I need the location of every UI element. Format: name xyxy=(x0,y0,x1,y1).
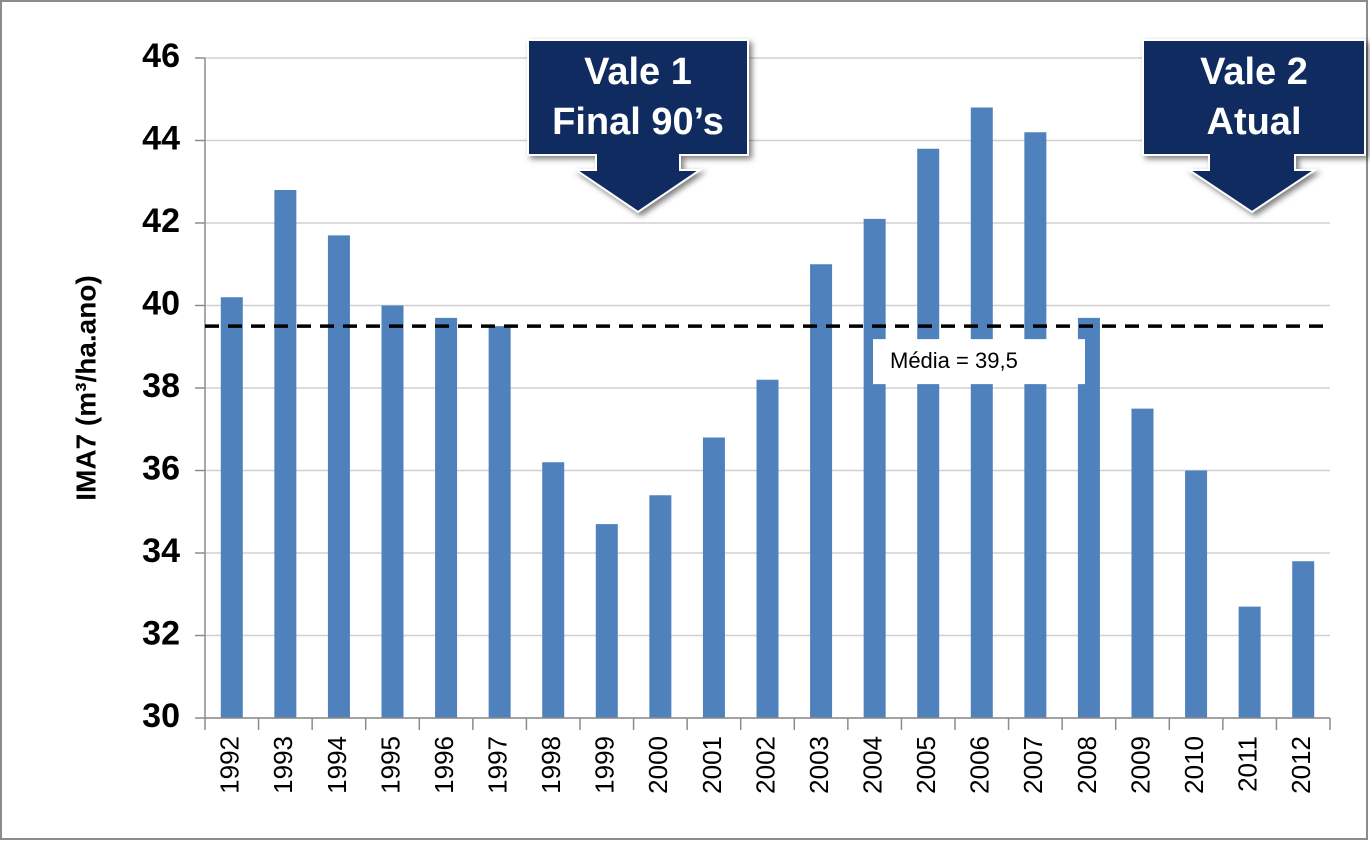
x-tick-label: 2001 xyxy=(697,736,727,794)
bar xyxy=(1131,408,1154,718)
bar xyxy=(1292,561,1315,718)
x-tick-label: 1999 xyxy=(590,736,620,794)
bar xyxy=(1185,470,1208,718)
x-tick-label: 2005 xyxy=(911,736,941,794)
bar xyxy=(917,148,940,718)
y-tick-label: 40 xyxy=(142,284,180,322)
bar xyxy=(1077,317,1100,718)
bar xyxy=(274,190,297,718)
callout-text: Vale 1 xyxy=(584,51,692,93)
x-tick-label: 2000 xyxy=(643,736,673,794)
x-tick-label: 1992 xyxy=(215,736,245,794)
bar xyxy=(649,495,672,718)
x-tick-label: 2010 xyxy=(1179,736,1209,794)
y-tick-label: 36 xyxy=(142,449,180,487)
bar xyxy=(810,264,833,718)
y-tick-label: 38 xyxy=(142,367,180,405)
y-axis-title: IMA7 (m³/ha.ano) xyxy=(70,275,101,501)
y-tick-label: 30 xyxy=(142,697,180,735)
x-tick-label: 2004 xyxy=(858,736,888,794)
callout-text: Final 90’s xyxy=(552,101,724,143)
callout-shape xyxy=(527,39,749,214)
bar xyxy=(756,379,779,718)
bar xyxy=(435,317,458,718)
callout-text: Atual xyxy=(1207,101,1302,143)
x-tick-label: 1995 xyxy=(375,736,405,794)
bar xyxy=(220,297,243,718)
callout-text: Vale 2 xyxy=(1200,51,1308,93)
bar xyxy=(488,326,511,718)
x-tick-label: 1994 xyxy=(322,736,352,794)
y-tick-label: 32 xyxy=(142,614,180,652)
y-tick-label: 46 xyxy=(142,37,180,75)
x-tick-label: 2007 xyxy=(1018,736,1048,794)
x-tick-label: 2003 xyxy=(804,736,834,794)
y-tick-label: 44 xyxy=(142,119,180,157)
bar xyxy=(542,462,565,718)
x-tick-label: 2008 xyxy=(1072,736,1102,794)
x-tick-label: 1998 xyxy=(536,736,566,794)
x-tick-label: 2009 xyxy=(1125,736,1155,794)
bar xyxy=(327,235,350,718)
bar xyxy=(595,524,618,718)
x-tick-label: 2011 xyxy=(1233,736,1263,792)
callout-shape xyxy=(1142,39,1366,214)
x-tick-label: 1997 xyxy=(483,736,513,794)
x-tick-label: 2002 xyxy=(750,736,780,794)
y-tick-label: 34 xyxy=(142,532,180,570)
x-tick-label: 1993 xyxy=(268,736,298,794)
mean-label: Média = 39,5 xyxy=(890,348,1018,373)
x-tick-label: 2012 xyxy=(1286,736,1316,794)
bar xyxy=(863,218,886,718)
bar xyxy=(1238,606,1261,718)
mean-label-box xyxy=(873,339,1085,385)
x-tick-label: 1996 xyxy=(429,736,459,794)
bar xyxy=(381,305,404,718)
y-tick-label: 42 xyxy=(142,202,180,240)
bar xyxy=(970,107,993,718)
bar xyxy=(1024,132,1047,718)
x-tick-label: 2006 xyxy=(965,736,995,794)
bar xyxy=(702,437,725,718)
